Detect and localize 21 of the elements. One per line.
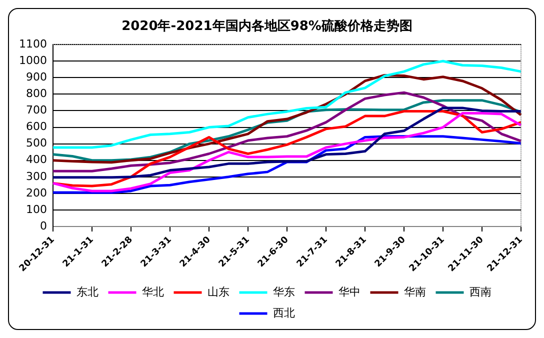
y-tick-label: 900: [26, 70, 47, 84]
legend-label: 东北: [76, 285, 98, 298]
y-tick-label: 100: [26, 202, 47, 216]
y-tick-label: 700: [26, 104, 47, 117]
y-tick-label: 200: [26, 186, 47, 200]
legend-label: 华中: [338, 285, 360, 298]
chart-title: 2020年-2021年国内各地区98%硫酸价格走势图: [122, 18, 412, 34]
legend-label: 华北: [142, 285, 164, 298]
y-tick-label: 600: [26, 120, 47, 134]
y-tick-label: 1100: [18, 37, 47, 50]
legend-label: 华东: [272, 285, 295, 298]
y-tick-label: 800: [26, 87, 47, 100]
legend-label: 山东: [207, 285, 230, 298]
y-tick-label: 0: [40, 219, 47, 232]
legend-label: 西南: [469, 285, 492, 298]
y-tick-label: 300: [26, 170, 47, 183]
legend-label: 西北: [272, 306, 295, 320]
y-tick-label: 500: [26, 136, 47, 150]
y-tick-label: 1000: [18, 54, 47, 67]
y-tick-label: 400: [26, 153, 47, 166]
legend-label: 华南: [404, 285, 426, 298]
